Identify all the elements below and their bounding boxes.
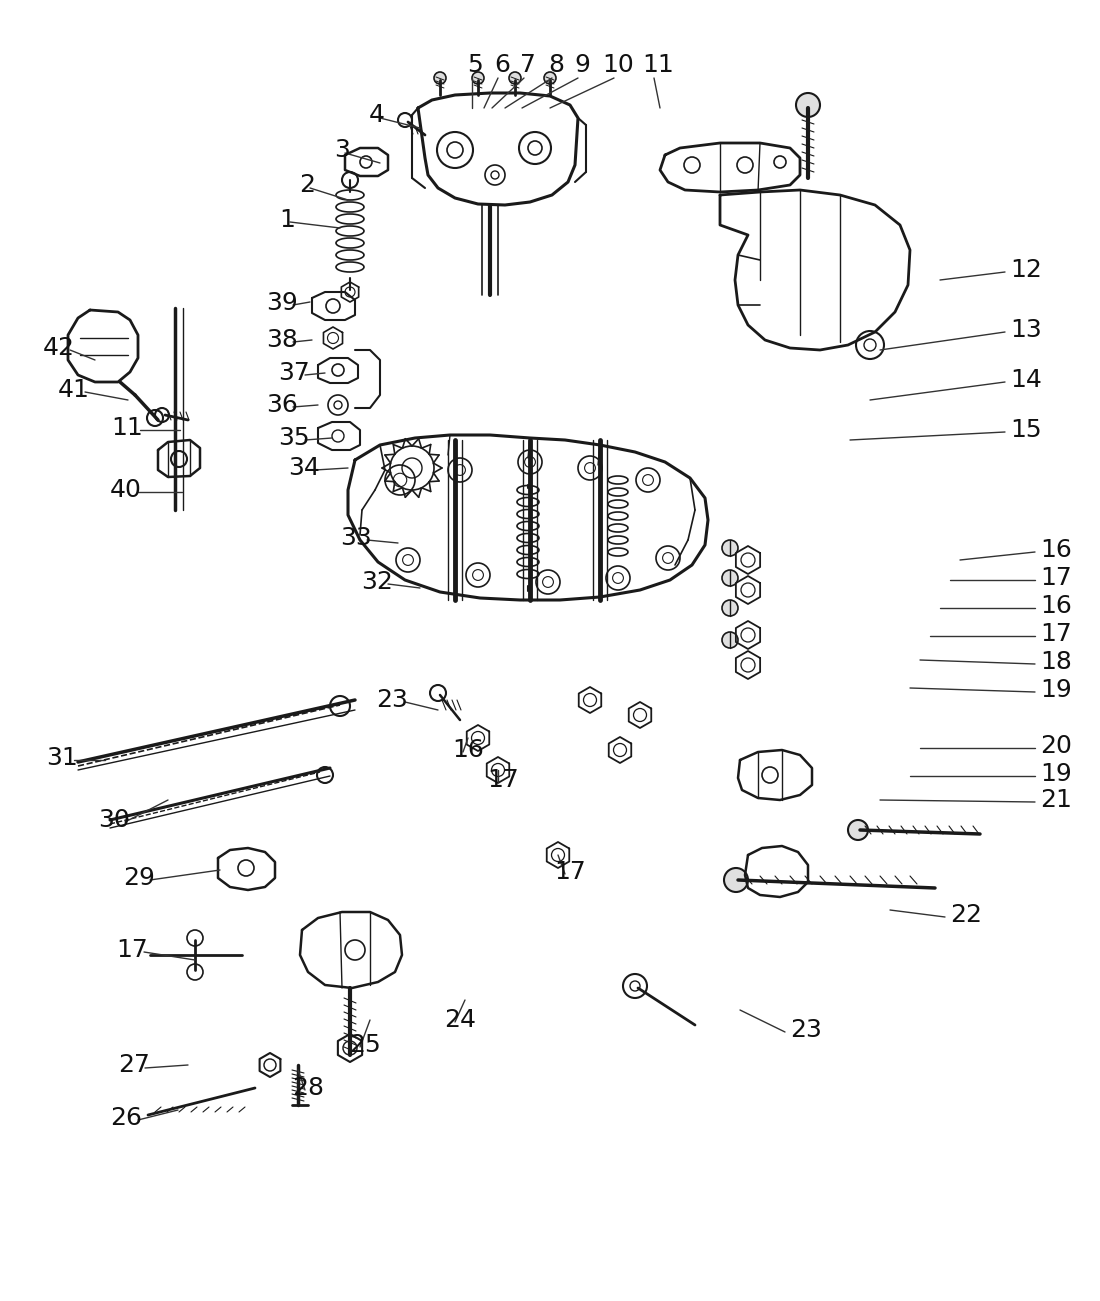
Text: 17: 17 [1040,566,1071,589]
Text: 36: 36 [266,393,298,418]
Circle shape [848,820,868,840]
Text: 17: 17 [1040,622,1071,647]
Text: 8: 8 [548,53,564,77]
Text: 34: 34 [288,455,320,480]
Text: 11: 11 [111,416,143,440]
Text: 30: 30 [98,808,130,833]
Text: 22: 22 [950,903,982,928]
Text: 19: 19 [1040,762,1071,786]
Text: 39: 39 [266,291,298,315]
Text: 16: 16 [452,738,484,762]
Text: 33: 33 [340,526,372,550]
Text: 38: 38 [266,328,298,353]
Text: 41: 41 [58,379,90,402]
Text: 21: 21 [1040,788,1071,812]
Circle shape [796,92,820,117]
Text: 16: 16 [1040,539,1071,562]
Circle shape [472,72,484,85]
Text: 32: 32 [361,570,393,595]
Text: 26: 26 [110,1106,142,1131]
Text: 23: 23 [790,1017,822,1042]
Text: 31: 31 [46,745,78,770]
Text: 40: 40 [110,477,142,502]
Text: 28: 28 [292,1076,324,1101]
Text: 37: 37 [278,360,310,385]
Text: 12: 12 [1010,258,1042,282]
Circle shape [434,72,446,85]
Text: 27: 27 [118,1053,150,1077]
Text: 14: 14 [1010,368,1042,392]
Text: 17: 17 [117,938,148,961]
Text: 13: 13 [1010,317,1042,342]
Text: 18: 18 [1040,650,1071,674]
Circle shape [509,72,521,85]
Text: 10: 10 [602,53,634,77]
Text: 23: 23 [376,688,408,712]
Circle shape [722,600,738,615]
Text: 16: 16 [1040,595,1071,618]
Text: 19: 19 [1040,678,1071,703]
Text: 29: 29 [123,866,155,890]
Text: 3: 3 [334,138,350,163]
Circle shape [544,72,556,85]
Text: 2: 2 [299,173,315,196]
Circle shape [722,632,738,648]
Circle shape [722,540,738,556]
Text: 5: 5 [468,53,483,77]
Text: 35: 35 [278,425,310,450]
Text: 42: 42 [43,336,75,360]
Text: 17: 17 [554,860,586,883]
Circle shape [724,868,748,892]
Text: 11: 11 [642,53,674,77]
Text: 9: 9 [574,53,590,77]
Text: 7: 7 [520,53,536,77]
Text: 6: 6 [494,53,510,77]
Text: 17: 17 [487,768,519,792]
Circle shape [722,570,738,585]
Text: 25: 25 [349,1033,381,1056]
Text: 4: 4 [368,103,385,127]
Text: 24: 24 [444,1008,476,1032]
Text: 1: 1 [279,208,295,232]
Text: 15: 15 [1010,418,1042,442]
Text: 20: 20 [1040,734,1071,758]
